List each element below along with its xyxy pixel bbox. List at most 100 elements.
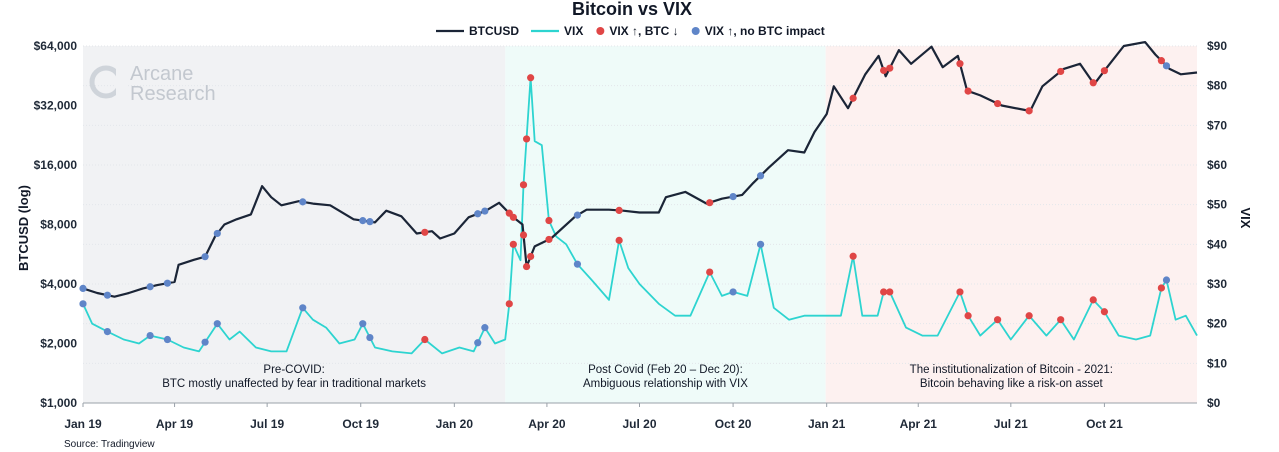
marker-vix-up-btc-down-btc: [1100, 67, 1109, 75]
marker-vix-up-btc-down-vix: [509, 240, 517, 248]
marker-vix-up-btc-down-btc: [421, 228, 429, 236]
marker-vix-up-no-btc-impact-vix: [299, 304, 307, 312]
marker-vix-up-no-btc-impact-btc: [359, 217, 367, 225]
marker-vix-up-btc-down-btc: [1025, 107, 1033, 115]
era-band-2: [825, 46, 1197, 403]
x-tick-label: Jul 21: [994, 417, 1028, 431]
y-right-tick-label: $30: [1207, 277, 1227, 291]
marker-vix-up-no-btc-impact-vix: [103, 328, 112, 336]
marker-vix-up-btc-down-btc: [886, 64, 894, 72]
marker-vix-up-btc-down-btc: [880, 66, 888, 75]
event-markers: [79, 57, 1171, 347]
era-band-0: [83, 46, 506, 403]
y-right-tick-label: $90: [1207, 39, 1227, 53]
marker-vix-up-no-btc-impact-btc: [729, 193, 737, 201]
era-band-1: [505, 46, 826, 403]
marker-vix-up-btc-down-vix: [505, 300, 513, 308]
y-left-tick-label: $64,000: [34, 39, 78, 53]
x-tick-label: Jan 19: [64, 417, 102, 431]
marker-vix-up-btc-down-vix: [519, 181, 528, 189]
watermark: Arcane Research: [89, 63, 216, 105]
marker-vix-up-no-btc-impact-vix: [359, 320, 367, 328]
x-tick-label: Oct 20: [715, 417, 752, 431]
marker-vix-up-btc-down-vix: [1157, 284, 1165, 292]
marker-vix-up-btc-down-btc: [615, 206, 623, 214]
source-note: Source: Tradingview: [64, 439, 155, 450]
marker-vix-up-btc-down-vix: [527, 74, 535, 82]
marker-vix-up-no-btc-impact-btc: [756, 172, 765, 180]
y-left-tick-label: $2,000: [40, 337, 77, 351]
era-label-0-0: Pre-COVID:: [263, 364, 324, 376]
marker-vix-up-btc-down-vix: [615, 236, 623, 244]
x-tick-label: Apr 21: [900, 417, 938, 431]
marker-vix-up-btc-down-vix: [849, 252, 857, 260]
marker-vix-up-no-btc-impact-btc: [1162, 62, 1171, 70]
era-label-1-0: Post Covid (Feb 20 – Dec 20):: [588, 364, 743, 376]
marker-vix-up-no-btc-impact-vix: [729, 288, 737, 296]
era-label-1-1: Ambiguous relationship with VIX: [583, 378, 748, 390]
legend-swatch-2: [596, 27, 605, 35]
marker-vix-up-no-btc-impact-vix: [366, 333, 374, 342]
era-bands: [83, 46, 1197, 403]
marker-vix-up-no-btc-impact-vix: [163, 335, 172, 344]
marker-vix-up-btc-down-vix: [880, 288, 888, 296]
marker-vix-up-btc-down-btc: [706, 199, 714, 207]
marker-vix-up-btc-down-btc: [519, 231, 528, 239]
marker-vix-up-no-btc-impact-vix: [201, 338, 209, 346]
watermark-line-2: Research: [130, 83, 216, 105]
legend-label-2: VIX ↑, BTC ↓: [609, 24, 678, 38]
marker-vix-up-btc-down-btc: [1057, 67, 1065, 76]
x-tick-label: Jan 20: [436, 417, 474, 431]
marker-vix-up-btc-down-btc: [993, 99, 1002, 108]
y-right-tick-label: $60: [1207, 158, 1227, 172]
chart-title: Bitcoin vs VIX: [572, 0, 692, 19]
marker-vix-up-no-btc-impact-vix: [1162, 276, 1171, 284]
era-label-2-1: Bitcoin behaving like a risk-on asset: [920, 378, 1104, 390]
y-axis-left-label: BTCUSD (log): [16, 185, 31, 271]
marker-vix-up-btc-down-vix: [706, 268, 714, 276]
marker-vix-up-btc-down-vix: [545, 216, 553, 225]
marker-vix-up-btc-down-vix: [1057, 316, 1065, 324]
y-right-tick-label: $0: [1207, 396, 1221, 410]
marker-vix-up-no-btc-impact-btc: [146, 283, 154, 291]
marker-vix-up-btc-down-btc: [849, 94, 857, 102]
series-line-vix: [82, 76, 1198, 355]
marker-vix-up-no-btc-impact-btc: [474, 210, 482, 218]
legend-label-3: VIX ↑, no BTC impact: [705, 24, 825, 38]
marker-vix-up-no-btc-impact-btc: [79, 284, 87, 293]
y-left-tick-label: $8,000: [40, 218, 77, 232]
logo-icon: [89, 65, 126, 99]
marker-vix-up-btc-down-btc: [956, 60, 964, 68]
marker-vix-up-btc-down-vix: [1025, 312, 1033, 320]
marker-vix-up-no-btc-impact-btc: [201, 253, 209, 261]
marker-vix-up-btc-down-vix: [522, 135, 531, 143]
marker-vix-up-btc-down-vix: [886, 288, 894, 296]
marker-vix-up-btc-down-vix: [993, 316, 1002, 324]
watermark-line-1: Arcane: [130, 63, 193, 85]
marker-vix-up-btc-down-vix: [421, 335, 429, 344]
axes: $1,000 $2,000 $4,000 $8,000 $16,000 $32,000 $6…: [34, 39, 1228, 431]
x-tick-label: Jan 21: [808, 417, 846, 431]
marker-vix-up-btc-down-vix: [964, 312, 972, 320]
era-labels: Pre-COVID: BTC mostly unaffected by fear …: [162, 364, 1113, 390]
marker-vix-up-no-btc-impact-vix: [573, 260, 582, 268]
legend: BTCUSD VIX VIX ↑, BTC ↓ VIX ↑, no BTC impac…: [436, 24, 825, 38]
marker-vix-up-btc-down-vix: [1100, 308, 1109, 316]
marker-vix-up-btc-down-btc: [527, 252, 535, 261]
era-label-0-1: BTC mostly unaffected by fear in traditi…: [162, 378, 426, 390]
marker-vix-up-no-btc-impact-btc: [103, 291, 112, 299]
marker-vix-up-no-btc-impact-vix: [481, 324, 489, 332]
marker-vix-up-no-btc-impact-btc: [213, 229, 221, 238]
y-right-tick-label: $40: [1207, 237, 1227, 251]
marker-vix-up-no-btc-impact-btc: [481, 207, 489, 215]
marker-vix-up-no-btc-impact-vix: [474, 339, 482, 347]
marker-vix-up-no-btc-impact-vix: [213, 320, 221, 328]
marker-vix-up-btc-down-btc: [1157, 57, 1165, 65]
x-tick-label: Oct 19: [342, 417, 379, 431]
x-tick-label: Jul 19: [250, 417, 284, 431]
legend-label-0: BTCUSD: [469, 24, 519, 38]
y-right-tick-label: $20: [1207, 317, 1227, 331]
marker-vix-up-btc-down-vix: [1089, 296, 1097, 304]
y-right-tick-label: $50: [1207, 198, 1227, 212]
marker-vix-up-no-btc-impact-btc: [573, 211, 582, 219]
